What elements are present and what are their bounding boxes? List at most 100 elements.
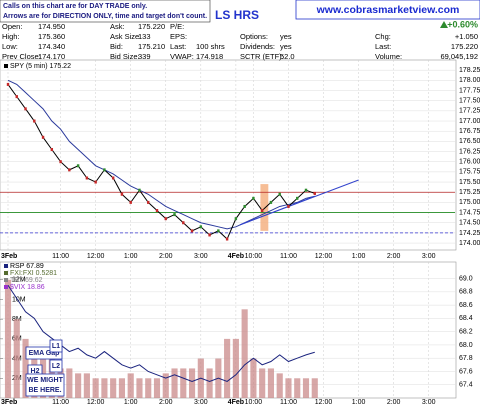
- moving-average: [7, 79, 315, 230]
- annotation-box: [49, 359, 63, 373]
- y2-tick-label: 68.8: [459, 289, 473, 296]
- price-bar: [129, 200, 132, 204]
- price-bar: [6, 82, 10, 86]
- highlight-box: [260, 184, 269, 231]
- quote-value: yes: [280, 32, 292, 41]
- y2-tick-label: 69.0: [459, 275, 473, 282]
- price-bar: [103, 168, 106, 172]
- y-tick-label: 178.00: [459, 77, 480, 84]
- price-bar: [234, 217, 238, 221]
- price-bar: [296, 196, 299, 200]
- price-bar: [173, 213, 176, 217]
- quote-value: 174.918: [196, 52, 223, 61]
- x-tick-label: 3:00: [194, 253, 208, 260]
- y2-tick-label: 68.0: [459, 342, 473, 349]
- legend-label: FXI:FXI 0.5281: [10, 270, 57, 277]
- x-tick-label: 3Feb: [1, 399, 17, 406]
- quote-label: SCTR (ETF):: [240, 52, 284, 61]
- x-tick-label: 10:00: [245, 399, 263, 406]
- quote-label: Bid:: [110, 42, 123, 51]
- x-tick-label: 1:00: [352, 253, 366, 260]
- x-tick-label: 12:00: [315, 399, 333, 406]
- x-tick-label: 2:00: [159, 399, 173, 406]
- price-bar: [199, 225, 203, 229]
- y2-tick-label: 67.4: [459, 382, 473, 389]
- quote-label: Volume:: [375, 52, 402, 61]
- y-tick-label: 176.50: [459, 138, 480, 145]
- quote-value: 175.360: [38, 32, 65, 41]
- price-bar: [155, 209, 159, 213]
- price-bar: [33, 119, 36, 123]
- site-url: www.cobrasmarketview.com: [316, 4, 460, 16]
- price-bar: [190, 229, 194, 233]
- x-tick-label: 2:00: [387, 253, 401, 260]
- x-tick-label: 10:00: [245, 253, 263, 260]
- disclaimer-line: Arrows are for DIRECTION ONLY, time and …: [3, 13, 207, 20]
- price-bar: [111, 176, 115, 180]
- volume-bar: [224, 338, 231, 398]
- x-tick-label: 4Feb: [228, 399, 244, 406]
- quote-label: Last:: [170, 42, 186, 51]
- volume-bar: [241, 309, 248, 398]
- price-bar: [94, 180, 97, 184]
- disclaimer-line: Calls on this chart are for DAY TRADE on…: [3, 3, 147, 10]
- y-tick-label: 177.25: [459, 108, 480, 115]
- price-title: SPY (5 min) 175.22: [10, 63, 71, 70]
- change-percent: +0.60%: [447, 19, 478, 29]
- url-box: [295, 0, 480, 20]
- volume-bar: [232, 338, 239, 398]
- price-bar: [15, 95, 18, 99]
- x-tick-label: 12:00: [87, 253, 105, 260]
- volume-bar: [66, 368, 73, 398]
- price-bar: [120, 192, 124, 196]
- x-tick-label: 3:00: [422, 399, 436, 406]
- quote-label: EPS:: [170, 32, 187, 41]
- y-tick-label: 174.25: [459, 230, 480, 237]
- price-bar: [138, 188, 141, 192]
- volume-bar: [285, 378, 292, 398]
- y-tick-label: 10M: [12, 296, 26, 303]
- volume-bar: [110, 378, 117, 398]
- trend-line: [240, 195, 315, 226]
- price-panel-frame: [0, 59, 457, 251]
- price-bar: [304, 188, 308, 192]
- quote-label: Options:: [240, 32, 268, 41]
- price-bar: [208, 233, 211, 237]
- quote-header: Open: 174.950 High: 175.360 Low: 174.340Prev …: [2, 19, 478, 61]
- quote-label: High:: [2, 32, 20, 41]
- quote-value: 175.220: [451, 42, 478, 51]
- annotation-box: [49, 339, 63, 353]
- x-tick-label: 1:00: [124, 253, 138, 260]
- annotation-text: H2: [31, 368, 40, 375]
- quote-label: P/E:: [170, 22, 184, 31]
- volume-bar: [127, 373, 134, 398]
- legend-label: RSP 67.89: [10, 263, 44, 270]
- volume-bar: [162, 373, 169, 398]
- price-bar: [225, 237, 229, 241]
- annotation-text: BE HERE.: [28, 387, 61, 394]
- quote-value: 174.170: [38, 52, 65, 61]
- quote-label: Open:: [2, 22, 22, 31]
- y-tick-label: 174.00: [459, 240, 480, 247]
- price-bar: [260, 209, 264, 213]
- price-bar: [313, 191, 316, 195]
- quote-label: VWAP:: [170, 52, 194, 61]
- volume-bar: [22, 338, 29, 398]
- price-bar: [278, 192, 281, 196]
- y-tick-label: 176.00: [459, 159, 480, 166]
- volume-bar: [75, 373, 82, 398]
- y-tick-label: 175.00: [459, 199, 480, 206]
- y-tick-label: 175.25: [459, 189, 480, 196]
- price-bar: [252, 196, 255, 200]
- y2-tick-label: 67.6: [459, 368, 473, 375]
- price-bar: [59, 160, 62, 164]
- y-tick-label: 176.75: [459, 128, 480, 135]
- quote-label: Ask:: [110, 22, 125, 31]
- price-bar: [243, 204, 246, 208]
- quote-label: Low:: [2, 42, 18, 51]
- y2-tick-label: 68.4: [459, 315, 473, 322]
- quote-label: Last:: [375, 42, 391, 51]
- y-tick-label: 174.50: [459, 220, 480, 227]
- volume-bar: [153, 378, 161, 398]
